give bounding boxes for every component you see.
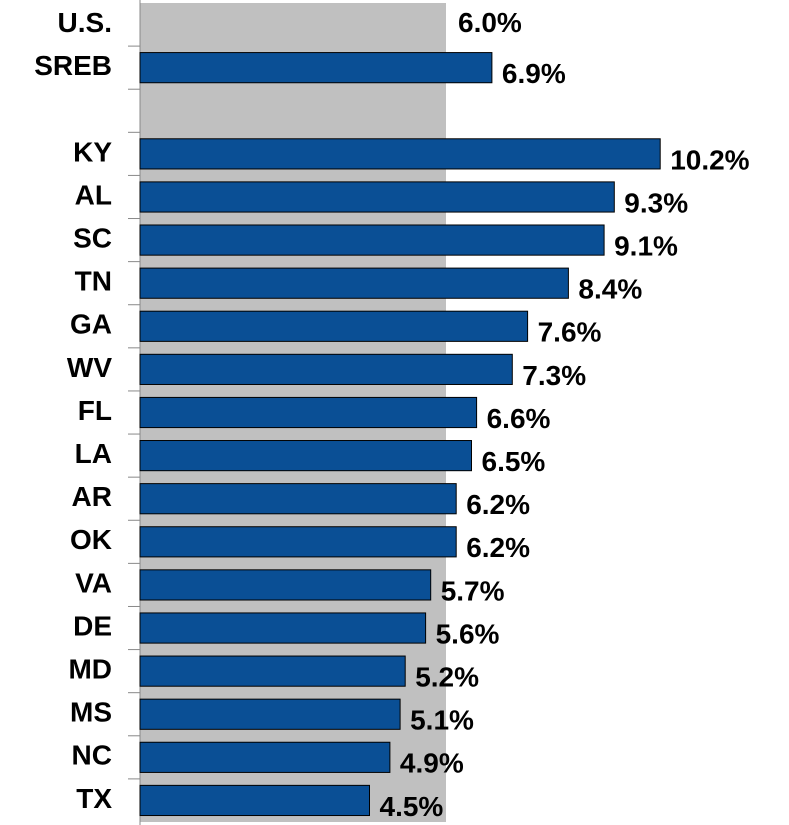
category-label: WV [67,352,112,383]
category-label: TN [75,266,112,297]
value-label: 9.1% [614,230,678,261]
bar [139,612,427,644]
category-label: FL [78,395,112,426]
value-label: 6.2% [466,532,530,563]
value-label: 10.2% [670,144,749,175]
category-label: TX [76,783,112,814]
value-label: 5.7% [441,575,505,606]
bar [139,310,529,342]
bar [139,224,605,256]
value-label: 5.1% [410,705,474,736]
category-label: SC [73,222,112,253]
value-label: 7.6% [538,317,602,348]
category-label: MD [68,654,112,685]
value-label: 4.5% [380,791,444,822]
value-label: 5.6% [436,618,500,649]
category-label: AR [72,481,112,512]
category-label: AL [75,179,112,210]
category-label: KY [73,136,112,167]
category-label: OK [70,524,112,555]
bar [139,353,513,385]
bar [139,698,401,730]
category-label: DE [73,610,112,641]
bar [139,440,472,472]
category-label: VA [75,567,112,598]
value-label: 5.2% [415,662,479,693]
category-label: NC [72,740,112,771]
value-label: 6.6% [487,403,551,434]
value-label: 4.9% [400,748,464,779]
category-label: GA [70,309,112,340]
bar [139,784,370,817]
value-label: 8.4% [578,274,642,305]
category-label: LA [75,438,112,469]
value-label: 6.0% [458,7,522,38]
bar [139,138,661,170]
value-label: 6.2% [466,489,530,520]
bar [139,52,493,84]
value-label: 6.9% [502,58,566,89]
value-label: 7.3% [522,360,586,391]
bar [139,655,406,687]
category-label: SREB [34,50,112,81]
bar [139,569,432,601]
value-label: 6.5% [482,446,546,477]
category-label: U.S. [58,7,112,38]
bar [139,181,615,213]
bar [139,396,478,429]
category-label: MS [70,697,112,728]
bar [139,483,457,515]
bar [139,526,457,558]
bar [139,267,569,299]
value-label: 9.3% [624,187,688,218]
bar [139,741,391,773]
